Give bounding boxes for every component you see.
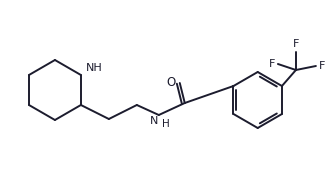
Text: O: O bbox=[166, 76, 176, 89]
Text: H: H bbox=[162, 119, 169, 129]
Text: F: F bbox=[293, 39, 299, 49]
Text: F: F bbox=[319, 61, 325, 71]
Text: NH: NH bbox=[86, 63, 103, 73]
Text: F: F bbox=[268, 59, 275, 69]
Text: N: N bbox=[149, 116, 158, 126]
